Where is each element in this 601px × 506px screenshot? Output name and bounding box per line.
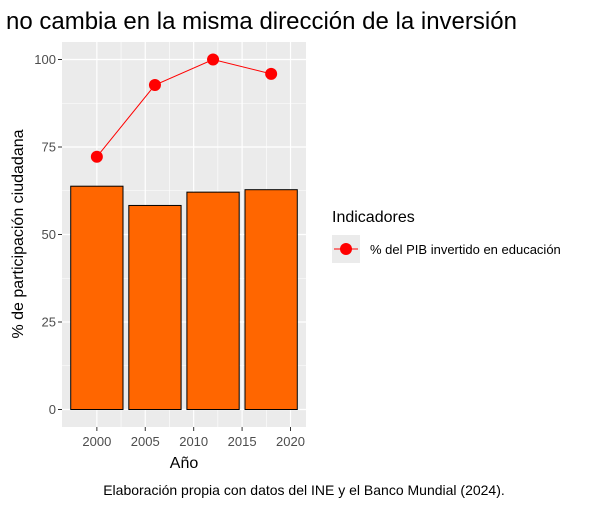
data-point [148,79,161,92]
y-tick-label: 0 [49,402,56,417]
legend-title: Indicadores [332,209,415,226]
data-point [265,67,278,80]
data-point [207,53,220,66]
legend-key-point [340,243,352,255]
x-tick-label: 2005 [131,434,160,449]
y-axis: 0 25 50 75 100 [34,52,62,417]
bar [244,189,298,410]
y-tick-label: 100 [34,52,56,67]
y-tick-label: 25 [42,315,56,330]
chart-caption: Elaboración propia con datos del INE y e… [103,482,505,498]
chart-title: no cambia en la misma dirección de la in… [6,8,517,35]
bar [186,191,240,410]
x-tick-label: 2020 [276,434,305,449]
x-tick-label: 2000 [82,434,111,449]
bar [128,204,182,410]
y-tick-label: 75 [42,140,56,155]
y-tick-label: 50 [42,227,56,242]
series-line [96,58,272,158]
bar [70,185,124,410]
legend: Indicadores % del PIB invertido en educa… [332,209,561,263]
y-axis-title: % de participación ciudadana [10,129,27,338]
data-point [90,150,103,163]
bars [70,185,298,410]
x-tick-label: 2010 [179,434,208,449]
legend-label: % del PIB invertido en educación [370,242,561,257]
x-tick-label: 2015 [228,434,257,449]
x-axis: 2000 2005 2010 2015 2020 [82,427,305,449]
line-series [90,53,278,163]
x-axis-title: Año [170,455,199,472]
